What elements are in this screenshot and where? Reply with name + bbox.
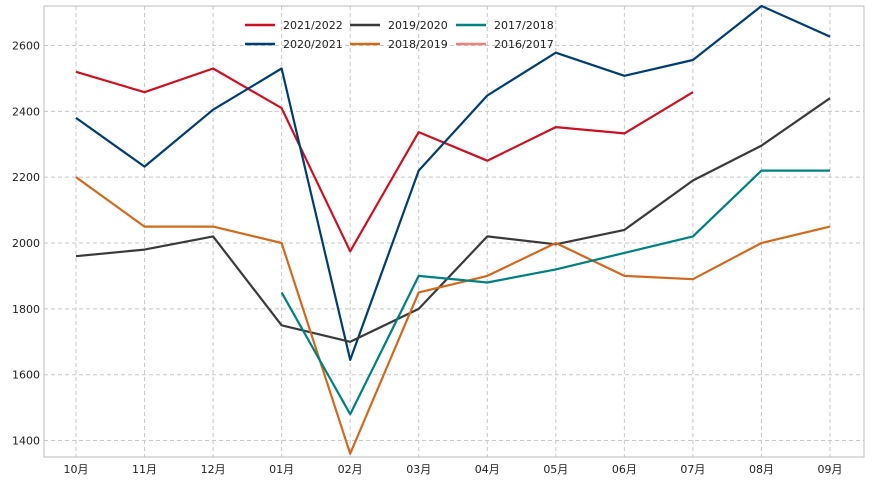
- legend-label: 2021/2022: [283, 19, 343, 32]
- y-tick-label: 1400: [12, 435, 40, 448]
- series-layer: [75, 4, 831, 455]
- legend-label: 2019/2020: [388, 19, 448, 32]
- series-line-2019-2020: [75, 97, 831, 343]
- series-line-2021-2022: [75, 67, 694, 253]
- y-tick-label: 2600: [12, 40, 40, 53]
- axis-layer: 10月 11月 12月 01月 02月 03月 04月 05月 06月 07月 08月 09月 1400…: [12, 40, 843, 476]
- grid-layer: [44, 6, 864, 457]
- legend-label: 2017/2018: [494, 19, 554, 32]
- x-tick-label: 05月: [543, 463, 568, 476]
- y-tick-label: 2000: [12, 237, 40, 250]
- x-tick-label: 08月: [749, 463, 774, 476]
- y-tick-label: 1800: [12, 303, 40, 316]
- x-tick-label: 06月: [612, 463, 637, 476]
- legend-label: 2016/2017: [494, 38, 554, 51]
- x-tick-label: 09月: [818, 463, 843, 476]
- x-tick-label: 02月: [338, 463, 363, 476]
- x-tick-label: 12月: [201, 463, 226, 476]
- legend-label: 2018/2019: [388, 38, 448, 51]
- x-tick-label: 10月: [64, 463, 89, 476]
- plot-frame: [43, 5, 865, 458]
- series-line-2017-2018: [280, 169, 830, 416]
- y-tick-label: 2200: [12, 171, 40, 184]
- legend-label: 2020/2021: [283, 38, 343, 51]
- x-tick-label: 03月: [406, 463, 431, 476]
- x-tick-label: 07月: [680, 463, 705, 476]
- x-tick-label: 11月: [132, 463, 157, 476]
- series-line-2020-2021: [75, 4, 831, 361]
- series-line-2018-2019: [75, 176, 831, 455]
- legend: 2021/2022 2020/2021 2019/2020 2018/2019 2017…: [245, 19, 554, 51]
- x-tick-label: 04月: [475, 463, 500, 476]
- y-tick-label: 2400: [12, 105, 40, 118]
- x-tick-label: 01月: [269, 463, 294, 476]
- y-tick-label: 1600: [12, 369, 40, 382]
